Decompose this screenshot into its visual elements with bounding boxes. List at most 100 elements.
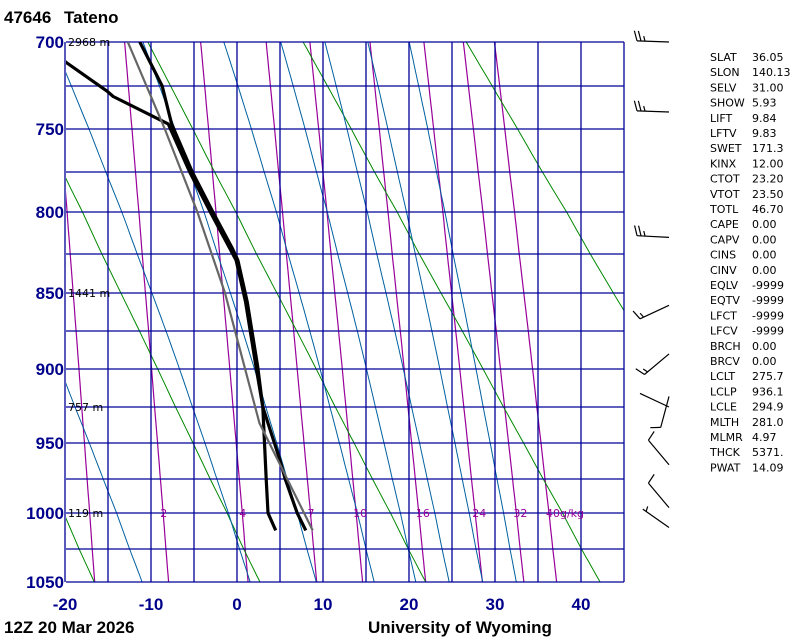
- mixing-ratio-label: 7: [308, 507, 315, 520]
- observation-time: 12Z 20 Mar 2026: [4, 618, 134, 637]
- stat-value: 9.84: [752, 112, 777, 125]
- x-tick-label: -20: [53, 595, 78, 614]
- wind-barb: [633, 225, 670, 238]
- stat-label: MLMR: [710, 431, 743, 444]
- stat-value: 5.93: [752, 97, 777, 110]
- mixing-ratio-label: 10: [353, 507, 367, 520]
- y-tick-label: 700: [36, 33, 64, 52]
- moist-adiabat: [408, 42, 517, 582]
- x-tick-label: -10: [139, 595, 164, 614]
- stat-value: 171.3: [752, 142, 784, 155]
- mixing-ratio-line: [493, 42, 558, 582]
- stat-value: -9999: [752, 294, 784, 307]
- x-tick-label: 30: [486, 595, 505, 614]
- y-tick-label: 750: [36, 120, 64, 139]
- wind-barb-tick: [632, 310, 641, 320]
- wind-barb-half-tick: [643, 230, 646, 237]
- dry-adiabat: [465, 42, 624, 312]
- mixing-ratio-line: [462, 42, 525, 582]
- stat-label: SWET: [710, 142, 742, 155]
- height-label: 119 m: [68, 507, 103, 520]
- stat-value: 0.00: [752, 340, 777, 353]
- height-label: 1441 m: [68, 287, 110, 300]
- wind-barb: [642, 506, 670, 528]
- mixing-ratio-label: 16: [416, 507, 430, 520]
- stat-label: CINS: [710, 249, 736, 262]
- stat-value: 0.00: [752, 355, 777, 368]
- stat-value: -9999: [752, 325, 784, 338]
- wind-barb-tick: [637, 225, 642, 237]
- y-tick-label: 800: [36, 203, 64, 222]
- stat-value: 0.00: [752, 264, 777, 277]
- stat-value: 0.00: [752, 233, 777, 246]
- moist-adiabat: [66, 382, 143, 582]
- wind-barb-staff: [647, 439, 670, 466]
- station-name: Tateno: [64, 8, 118, 27]
- stat-label: TOTL: [709, 203, 739, 216]
- stat-label: LCLE: [710, 401, 737, 414]
- stat-value: -9999: [752, 279, 784, 292]
- wind-barb-staff: [636, 110, 670, 113]
- y-tick-label: 1000: [26, 504, 64, 523]
- wind-barb-staff: [637, 235, 670, 238]
- stat-value: 46.70: [752, 203, 784, 216]
- stat-label: SELV: [710, 81, 737, 94]
- temperature-line: [138, 42, 308, 532]
- stat-label: SLAT: [710, 51, 737, 64]
- wind-barb-half-tick: [645, 506, 649, 512]
- wind-barb-tick: [635, 368, 645, 375]
- credit: University of Wyoming: [368, 618, 552, 637]
- y-tick-label: 850: [36, 284, 64, 303]
- stat-value: 936.1: [752, 385, 784, 398]
- wind-barb-tick: [633, 100, 638, 112]
- stat-value: 140.13: [752, 66, 791, 79]
- wind-barb-tick: [633, 225, 638, 236]
- stat-label: LFCV: [710, 325, 738, 338]
- x-tick-label: 20: [400, 595, 419, 614]
- stat-value: 36.05: [752, 51, 784, 64]
- wind-barb: [633, 100, 670, 113]
- mixing-ratio-label: 4: [239, 507, 246, 520]
- wind-barb: [635, 353, 670, 375]
- stat-label: PWAT: [710, 461, 741, 474]
- wind-barb-staff: [660, 396, 670, 428]
- stat-value: 0.00: [752, 218, 777, 231]
- x-tick-label: 10: [314, 595, 333, 614]
- stat-label: EQLV: [710, 279, 739, 292]
- stat-value: 5371.: [752, 446, 784, 459]
- stat-value: 281.0: [752, 416, 784, 429]
- mixing-ratio-label: 40g/kg: [546, 507, 584, 520]
- mixing-ratio-label: 24: [472, 507, 486, 520]
- stat-label: VTOT: [710, 188, 740, 201]
- wind-barb-staff: [639, 304, 670, 320]
- wind-barb-half-tick: [639, 312, 645, 318]
- stat-label: CAPV: [710, 233, 740, 246]
- mixing-ratio-label: 32: [513, 507, 527, 520]
- stat-label: SLON: [710, 66, 740, 79]
- x-tick-label: 40: [572, 595, 591, 614]
- wind-barb-staff: [636, 40, 670, 43]
- stat-label: THCK: [709, 446, 741, 459]
- wind-barb-staff: [639, 392, 670, 408]
- stat-label: LCLT: [710, 370, 735, 383]
- wind-barb-half-tick: [643, 105, 646, 112]
- stat-value: 294.9: [752, 401, 784, 414]
- stat-value: -9999: [752, 309, 784, 322]
- stat-value: 23.20: [752, 173, 784, 186]
- stat-label: CTOT: [710, 173, 740, 186]
- y-tick-label: 950: [36, 434, 64, 453]
- stat-label: KINX: [710, 157, 737, 170]
- stat-label: LCLP: [710, 385, 737, 398]
- wind-barb-staff: [644, 353, 670, 375]
- stat-value: 4.97: [752, 431, 777, 444]
- background-lines: [66, 42, 624, 582]
- wind-barb: [639, 392, 670, 408]
- wind-barb-tick: [647, 431, 655, 441]
- station-id: 47646: [4, 8, 51, 27]
- wind-barb-tick: [637, 30, 642, 42]
- stat-label: BRCV: [710, 355, 740, 368]
- y-tick-label: 900: [36, 360, 64, 379]
- stat-label: CINV: [710, 264, 737, 277]
- dry-adiabat: [147, 42, 427, 582]
